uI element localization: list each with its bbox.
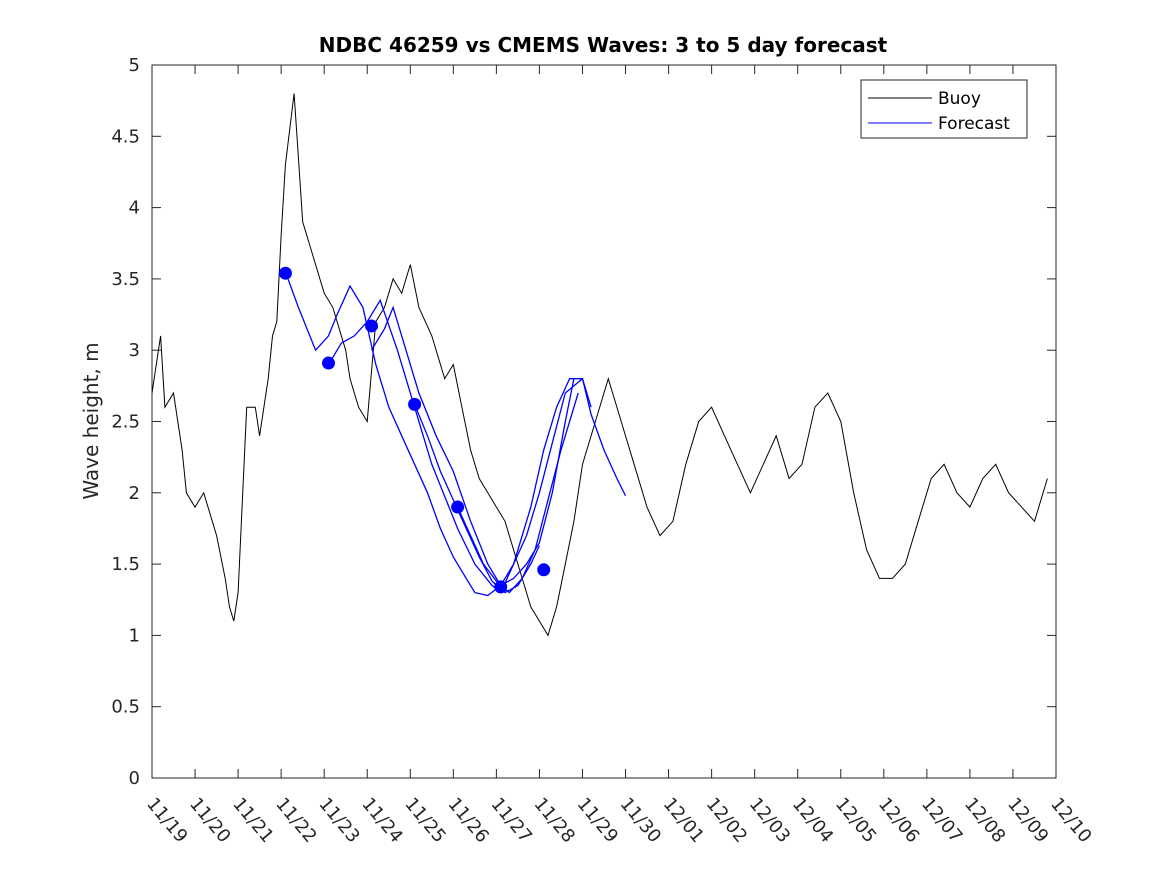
forecast-marker: [537, 563, 551, 577]
y-tick-label: 1.5: [111, 554, 140, 575]
forecast-marker: [494, 580, 508, 594]
legend: Buoy Forecast: [860, 79, 1028, 139]
forecast-series-line: [284, 271, 627, 597]
y-tick-label: 2: [129, 483, 140, 504]
y-tick-label: 0: [129, 768, 140, 789]
buoy-series-line: [151, 93, 1048, 637]
y-tick-label: 1: [129, 625, 140, 646]
y-axis-label: Wave height, m: [79, 342, 103, 499]
forecast-marker: [408, 397, 422, 411]
series-group: [151, 93, 1048, 637]
forecast-marker: [278, 266, 292, 280]
plot-area: [151, 64, 1057, 779]
y-tick-label: 3.5: [111, 269, 140, 290]
forecast-series-line: [457, 392, 579, 594]
forecast-marker: [451, 500, 465, 514]
y-tick-label: 4.5: [111, 126, 140, 147]
y-tick-label: 0.5: [111, 697, 140, 718]
legend-box: [860, 79, 1028, 139]
y-tick-label: 4: [129, 198, 140, 219]
y-tick-label: 5: [129, 55, 140, 76]
forecast-marker: [365, 319, 379, 333]
legend-forecast-label: Forecast: [938, 114, 1010, 134]
forecast-marker: [321, 356, 335, 370]
y-tick-label: 3: [129, 340, 140, 361]
y-axis-ticks: 0 0.5 1 1.5 2 2.5 3 3.5 4 4.5 5: [111, 55, 1056, 789]
chart-title: NDBC 46259 vs CMEMS Waves: 3 to 5 day fo…: [319, 33, 888, 57]
forecast-series-line: [370, 305, 575, 587]
legend-buoy-label: Buoy: [938, 89, 981, 109]
forecast-series-line: [327, 298, 592, 594]
axes-box: [151, 64, 1057, 779]
y-tick-label: 2.5: [111, 412, 140, 433]
